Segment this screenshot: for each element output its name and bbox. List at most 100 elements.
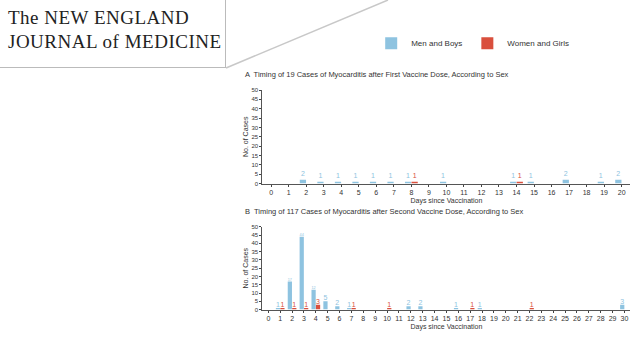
svg-text:19: 19 [600, 189, 608, 196]
svg-text:30: 30 [252, 257, 259, 263]
svg-text:5: 5 [255, 298, 259, 304]
svg-text:No. of Cases: No. of Cases [242, 247, 249, 288]
svg-text:1: 1 [599, 172, 603, 179]
svg-text:35: 35 [252, 249, 259, 255]
svg-text:12: 12 [311, 286, 315, 290]
svg-text:1: 1 [530, 301, 534, 308]
svg-text:12: 12 [478, 189, 486, 196]
svg-text:17: 17 [288, 278, 292, 282]
svg-text:Days since Vaccination: Days since Vaccination [410, 323, 482, 331]
svg-text:12: 12 [407, 315, 415, 322]
svg-text:7: 7 [349, 315, 353, 322]
svg-text:13: 13 [495, 189, 503, 196]
svg-text:2: 2 [616, 170, 620, 177]
svg-text:3: 3 [302, 315, 306, 322]
svg-text:8: 8 [361, 315, 365, 322]
svg-text:28: 28 [597, 315, 605, 322]
svg-text:1: 1 [470, 301, 474, 308]
svg-text:16: 16 [548, 189, 556, 196]
svg-text:10: 10 [252, 162, 259, 168]
svg-text:1: 1 [478, 301, 482, 308]
svg-text:Men and Boys: Men and Boys [411, 39, 462, 48]
svg-text:11: 11 [460, 189, 467, 196]
svg-text:1: 1 [276, 301, 280, 308]
svg-text:35: 35 [252, 115, 259, 121]
svg-text:19: 19 [490, 315, 498, 322]
svg-text:1: 1 [318, 172, 322, 179]
svg-text:3: 3 [620, 298, 624, 305]
svg-text:1: 1 [353, 172, 357, 179]
svg-text:B Timing of 117 Cases of Myoc: B Timing of 117 Cases of Myocarditis aft… [245, 207, 523, 216]
svg-text:29: 29 [609, 315, 617, 322]
svg-text:44: 44 [300, 233, 304, 237]
svg-text:18: 18 [583, 189, 591, 196]
svg-text:Days since Vaccination: Days since Vaccination [410, 197, 482, 205]
svg-text:17: 17 [466, 315, 474, 322]
svg-text:Women and Girls: Women and Girls [507, 39, 569, 48]
svg-text:14: 14 [431, 315, 439, 322]
svg-text:2: 2 [290, 315, 294, 322]
svg-text:1: 1 [529, 172, 533, 179]
svg-text:0: 0 [269, 189, 273, 196]
svg-text:30: 30 [252, 125, 259, 131]
svg-text:1: 1 [287, 189, 291, 196]
svg-text:1: 1 [352, 301, 356, 308]
svg-text:2: 2 [407, 299, 411, 306]
svg-text:3: 3 [322, 189, 326, 196]
svg-text:9: 9 [373, 315, 377, 322]
svg-text:1: 1 [518, 172, 522, 179]
svg-text:50: 50 [252, 87, 259, 93]
svg-text:26: 26 [573, 315, 581, 322]
svg-text:10: 10 [383, 315, 391, 322]
svg-text:2: 2 [418, 299, 422, 306]
svg-text:6: 6 [374, 189, 378, 196]
svg-text:10: 10 [252, 290, 259, 296]
svg-text:11: 11 [395, 315, 402, 322]
svg-text:2: 2 [301, 170, 305, 177]
svg-text:15: 15 [252, 153, 259, 159]
svg-text:15: 15 [252, 282, 259, 288]
svg-text:1: 1 [389, 172, 393, 179]
svg-text:No. of Cases: No. of Cases [242, 116, 249, 157]
svg-text:25: 25 [252, 265, 259, 271]
svg-text:5: 5 [326, 315, 330, 322]
svg-text:1: 1 [441, 172, 445, 179]
svg-text:9: 9 [427, 189, 431, 196]
svg-text:25: 25 [252, 134, 259, 140]
svg-text:20: 20 [618, 189, 626, 196]
svg-text:20: 20 [252, 143, 259, 149]
svg-text:25: 25 [561, 315, 569, 322]
svg-text:16: 16 [454, 315, 462, 322]
svg-text:0: 0 [255, 307, 259, 313]
svg-text:20: 20 [252, 274, 259, 280]
svg-text:1: 1 [292, 301, 296, 308]
svg-text:30: 30 [621, 315, 629, 322]
svg-text:7: 7 [392, 189, 396, 196]
svg-text:6: 6 [338, 315, 342, 322]
svg-text:18: 18 [478, 315, 486, 322]
svg-text:2: 2 [304, 189, 308, 196]
svg-text:13: 13 [419, 315, 427, 322]
svg-text:0: 0 [255, 181, 259, 187]
svg-text:45: 45 [252, 96, 259, 102]
svg-text:15: 15 [443, 315, 451, 322]
svg-text:A Timing of 19 Cases of Myoca: A Timing of 19 Cases of Myocarditis afte… [245, 70, 509, 79]
svg-text:17: 17 [565, 189, 573, 196]
svg-text:22: 22 [526, 315, 534, 322]
svg-text:0: 0 [266, 315, 270, 322]
svg-text:1: 1 [336, 172, 340, 179]
svg-text:4: 4 [314, 315, 318, 322]
svg-text:21: 21 [514, 315, 522, 322]
svg-text:1: 1 [413, 172, 417, 179]
svg-text:23: 23 [537, 315, 545, 322]
svg-text:2: 2 [564, 170, 568, 177]
svg-text:5: 5 [323, 294, 327, 301]
svg-text:20: 20 [502, 315, 510, 322]
svg-text:24: 24 [549, 315, 557, 322]
svg-text:1: 1 [454, 301, 458, 308]
svg-text:1: 1 [304, 301, 308, 308]
svg-text:1: 1 [406, 172, 410, 179]
svg-text:5: 5 [255, 171, 259, 177]
svg-text:50: 50 [252, 224, 259, 230]
svg-text:1: 1 [280, 301, 284, 308]
